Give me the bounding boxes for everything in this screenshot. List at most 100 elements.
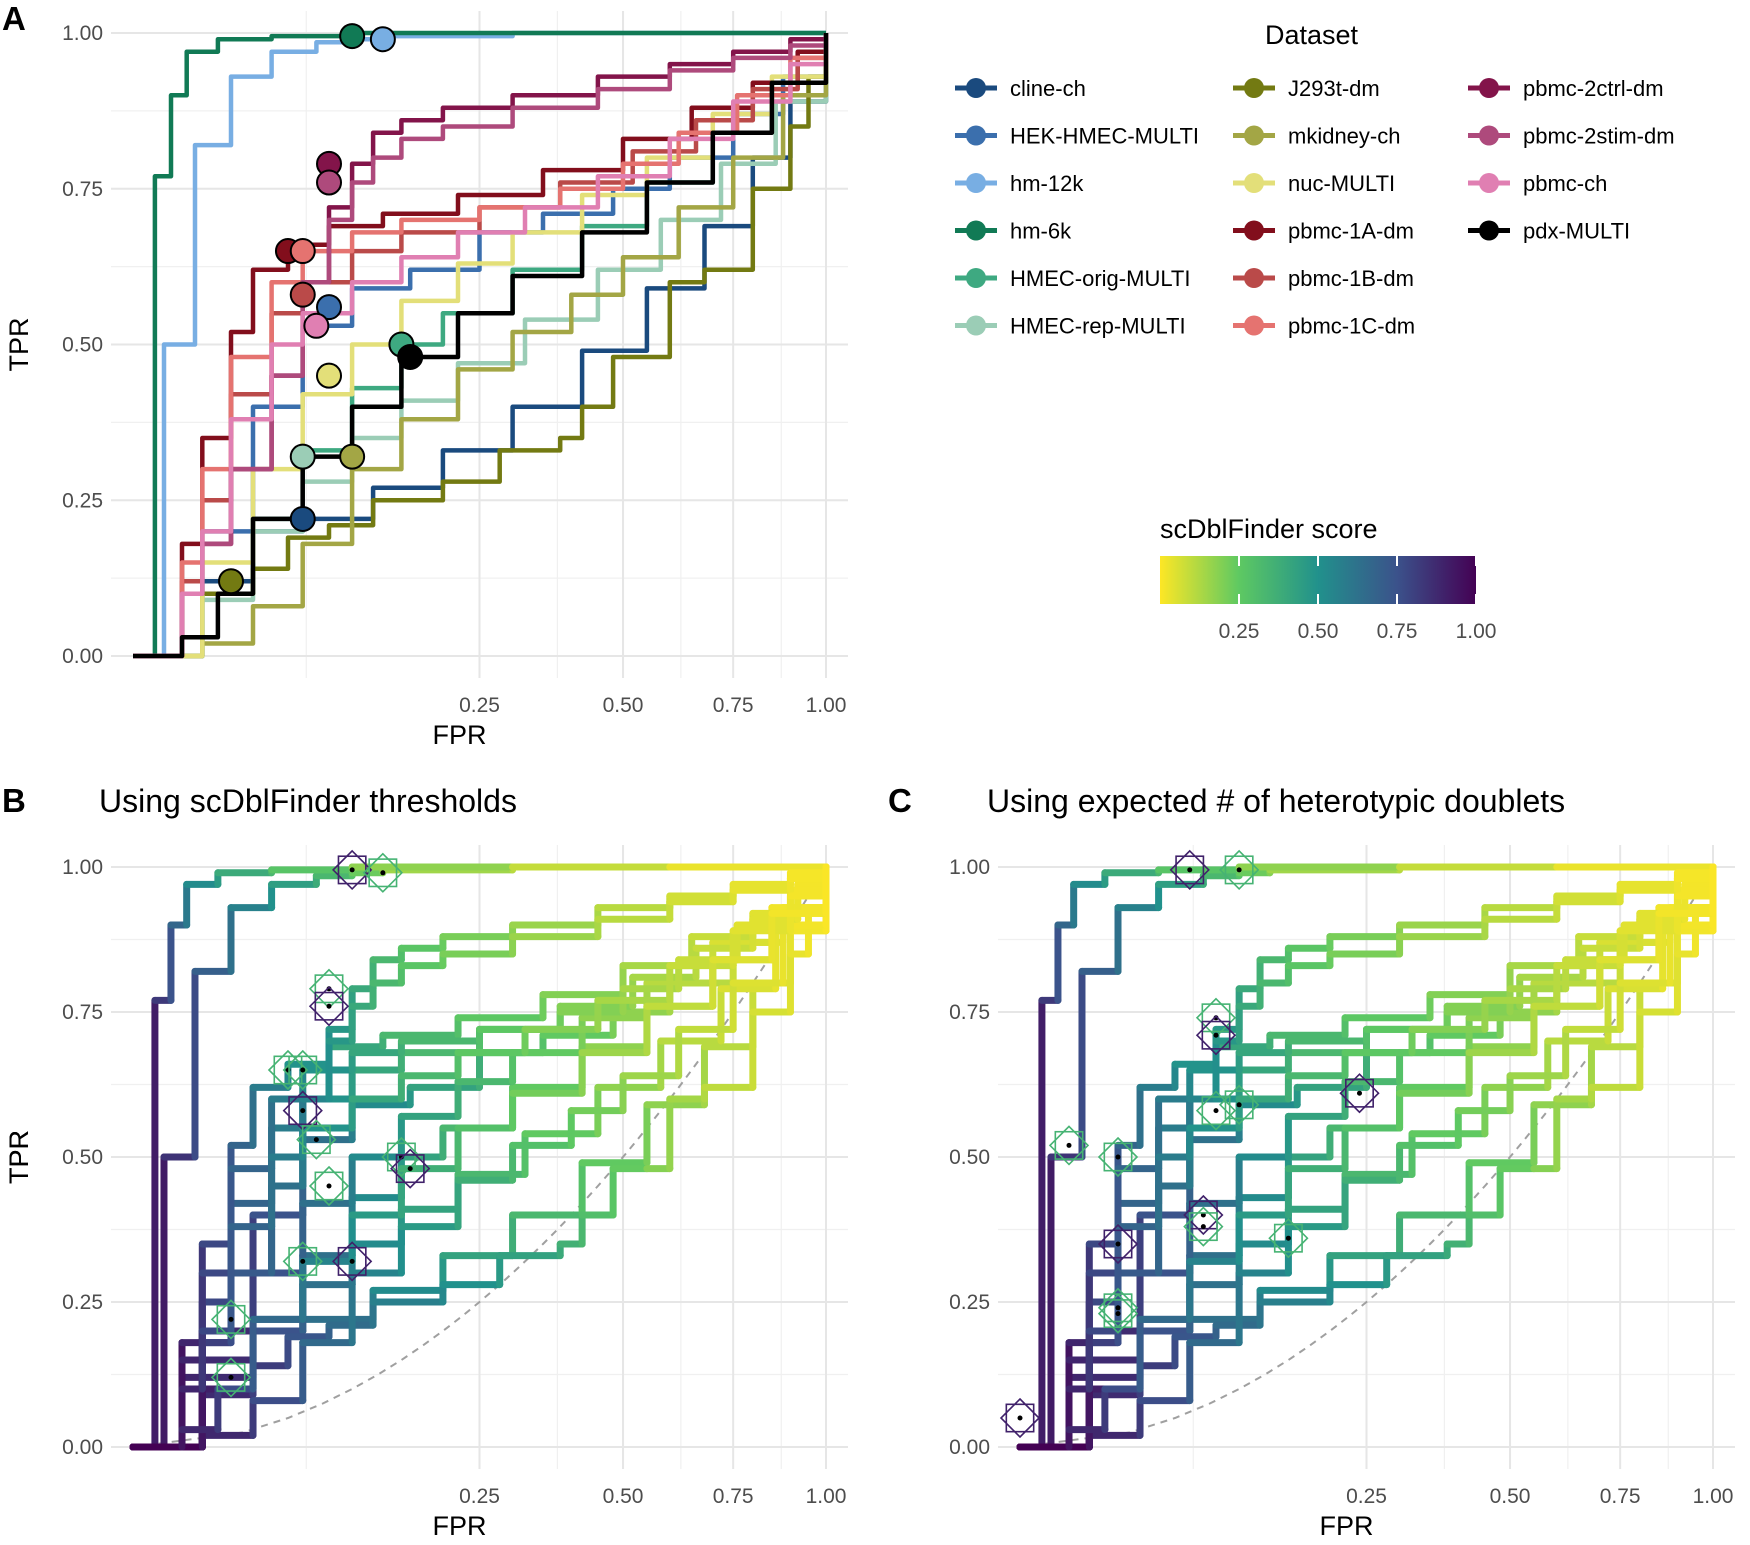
y-tick-label: 0.50 (62, 1146, 103, 1169)
colorbar-tick-label: 0.25 (1219, 620, 1260, 643)
score-colored-curve (1016, 863, 1717, 1451)
legend-item: hm-12k (955, 171, 1084, 196)
legend-item: pdx-MULTI (1468, 219, 1630, 244)
threshold-diamond-marker (1268, 1218, 1309, 1259)
threshold-center-point (228, 1316, 234, 1322)
legend-dot-swatch (1244, 78, 1264, 98)
threshold-square-marker (1201, 1096, 1231, 1126)
threshold-point-HMEC-rep-MULTI (289, 443, 316, 470)
threshold-center-point (1115, 1154, 1121, 1160)
legend-dot-swatch (966, 220, 986, 241)
legend-label: HMEC-orig-MULTI (1010, 266, 1190, 291)
legend-dot-swatch (1244, 125, 1264, 146)
threshold-center-point (1213, 1032, 1219, 1038)
threshold-square-marker (301, 1125, 331, 1155)
threshold-diamond-marker (332, 1241, 373, 1282)
threshold-square-marker (1103, 1229, 1133, 1259)
legend-label: hm-6k (1010, 219, 1072, 244)
threshold-diamond-marker (210, 1299, 252, 1340)
threshold-center-point (1115, 1311, 1121, 1317)
threshold-center-point (1115, 1241, 1121, 1247)
legend-label: pbmc-2stim-dm (1523, 124, 1675, 149)
y-tick-label: 0.75 (62, 1001, 103, 1024)
threshold-center-point (1356, 1090, 1362, 1096)
x-tick-label: 0.50 (603, 694, 644, 717)
y-tick-label: 0.00 (62, 1436, 103, 1459)
threshold-square-marker (395, 1154, 425, 1184)
legend-item: HMEC-rep-MULTI (955, 314, 1186, 339)
threshold-center-point (1066, 1142, 1072, 1148)
x-axis-title: FPR (433, 720, 487, 750)
threshold-center-point (313, 1137, 319, 1143)
x-tick-label: 0.75 (1600, 1485, 1641, 1508)
threshold-diamond-marker (381, 1136, 422, 1178)
panel-c-roc-plot: 0.25 0.50 0.75 1.00 0.00 0.25 0.50 0.75 1.00 FPR T… (4, 845, 1735, 1541)
legend-label: nuc-MULTI (1288, 171, 1395, 196)
legend-item: pbmc-1B-dm (1233, 266, 1414, 291)
legend-dot-swatch (966, 268, 986, 288)
threshold-center-point (300, 1258, 306, 1264)
legend-dot-swatch (1244, 315, 1264, 336)
legend-dot-swatch (1244, 220, 1264, 241)
threshold-square-marker (1103, 1299, 1133, 1329)
legend-dot-swatch (966, 125, 986, 146)
legend-dot-swatch (966, 78, 986, 98)
threshold-center-point (300, 1108, 306, 1114)
legend-label: hm-12k (1010, 171, 1084, 196)
legend-item: pbmc-2stim-dm (1468, 124, 1675, 149)
threshold-square-marker (216, 1362, 246, 1392)
x-axis-title: FPR (1320, 1511, 1374, 1541)
legend-dot-swatch (966, 173, 986, 193)
threshold-point-hm-6k (339, 23, 366, 50)
legend-label: pbmc-1B-dm (1288, 266, 1414, 291)
random-classifier-diagonal (1019, 866, 1714, 1448)
threshold-square-marker (288, 1096, 318, 1126)
x-tick-label: 0.50 (603, 1485, 644, 1508)
legend-label: HEK-HMEC-MULTI (1010, 124, 1199, 149)
threshold-diamond-marker (390, 1148, 431, 1189)
threshold-point-pbmc-1C-dm (289, 238, 316, 265)
x-tick-label: 0.75 (713, 694, 754, 717)
threshold-point-pbmc-1B-dm (289, 281, 316, 308)
threshold-diamond-marker (1183, 1206, 1224, 1247)
threshold-diamond-marker (1219, 1084, 1260, 1125)
threshold-center-point (326, 1003, 332, 1009)
legend-label: pbmc-2ctrl-dm (1523, 76, 1664, 101)
y-tick-label: 0.25 (62, 1291, 103, 1314)
threshold-diamond-marker (1048, 1125, 1090, 1166)
x-axis-title: FPR (433, 1511, 487, 1541)
threshold-diamond-marker (1097, 1136, 1139, 1178)
legend-item: HMEC-orig-MULTI (955, 266, 1190, 291)
panel-letter-b: B (2, 782, 26, 819)
threshold-square-marker (314, 1171, 344, 1201)
legend-dot-swatch (1244, 173, 1264, 193)
panel-a-roc-plot: 0.25 0.50 0.75 1.00 0.00 0.25 0.50 0.75 1.00 FPR T… (4, 11, 848, 750)
legend-dot-swatch (1479, 220, 1499, 241)
threshold-square-marker (1224, 1090, 1254, 1120)
threshold-diamond-marker (1339, 1073, 1380, 1114)
roc-line-hm-6k (133, 30, 826, 659)
threshold-point-J293t-dm (218, 568, 245, 595)
threshold-point-hm-12k (369, 26, 396, 53)
legend-label: cline-ch (1010, 76, 1086, 101)
legend-label: pbmc-1C-dm (1288, 314, 1415, 339)
threshold-square-marker (1345, 1078, 1374, 1108)
y-tick-label: 0.25 (949, 1291, 990, 1314)
panel-b-roc-plot: 0.25 0.50 0.75 1.00 0.00 0.25 0.50 0.75 1.00 FPR T… (4, 845, 848, 1541)
threshold-center-point (300, 1067, 306, 1073)
threshold-diamond-marker (1097, 1293, 1139, 1334)
threshold-center-point (1236, 867, 1242, 873)
legend-dot-swatch (1479, 173, 1499, 193)
y-tick-label: 1.00 (62, 856, 103, 879)
legend-label: J293t-dm (1288, 76, 1380, 101)
legend-dot-swatch (966, 315, 986, 336)
threshold-diamond-marker (210, 1357, 252, 1398)
y-tick-label: 0.00 (949, 1436, 990, 1459)
legend-item: pbmc-2ctrl-dm (1468, 76, 1664, 101)
threshold-diamond-marker (267, 1049, 309, 1091)
threshold-square-marker (216, 1304, 246, 1334)
panel-letter-a: A (2, 0, 26, 37)
random-classifier-diagonal (132, 866, 827, 1448)
threshold-center-point (1017, 1415, 1023, 1421)
x-tick-label: 0.75 (713, 1485, 754, 1508)
